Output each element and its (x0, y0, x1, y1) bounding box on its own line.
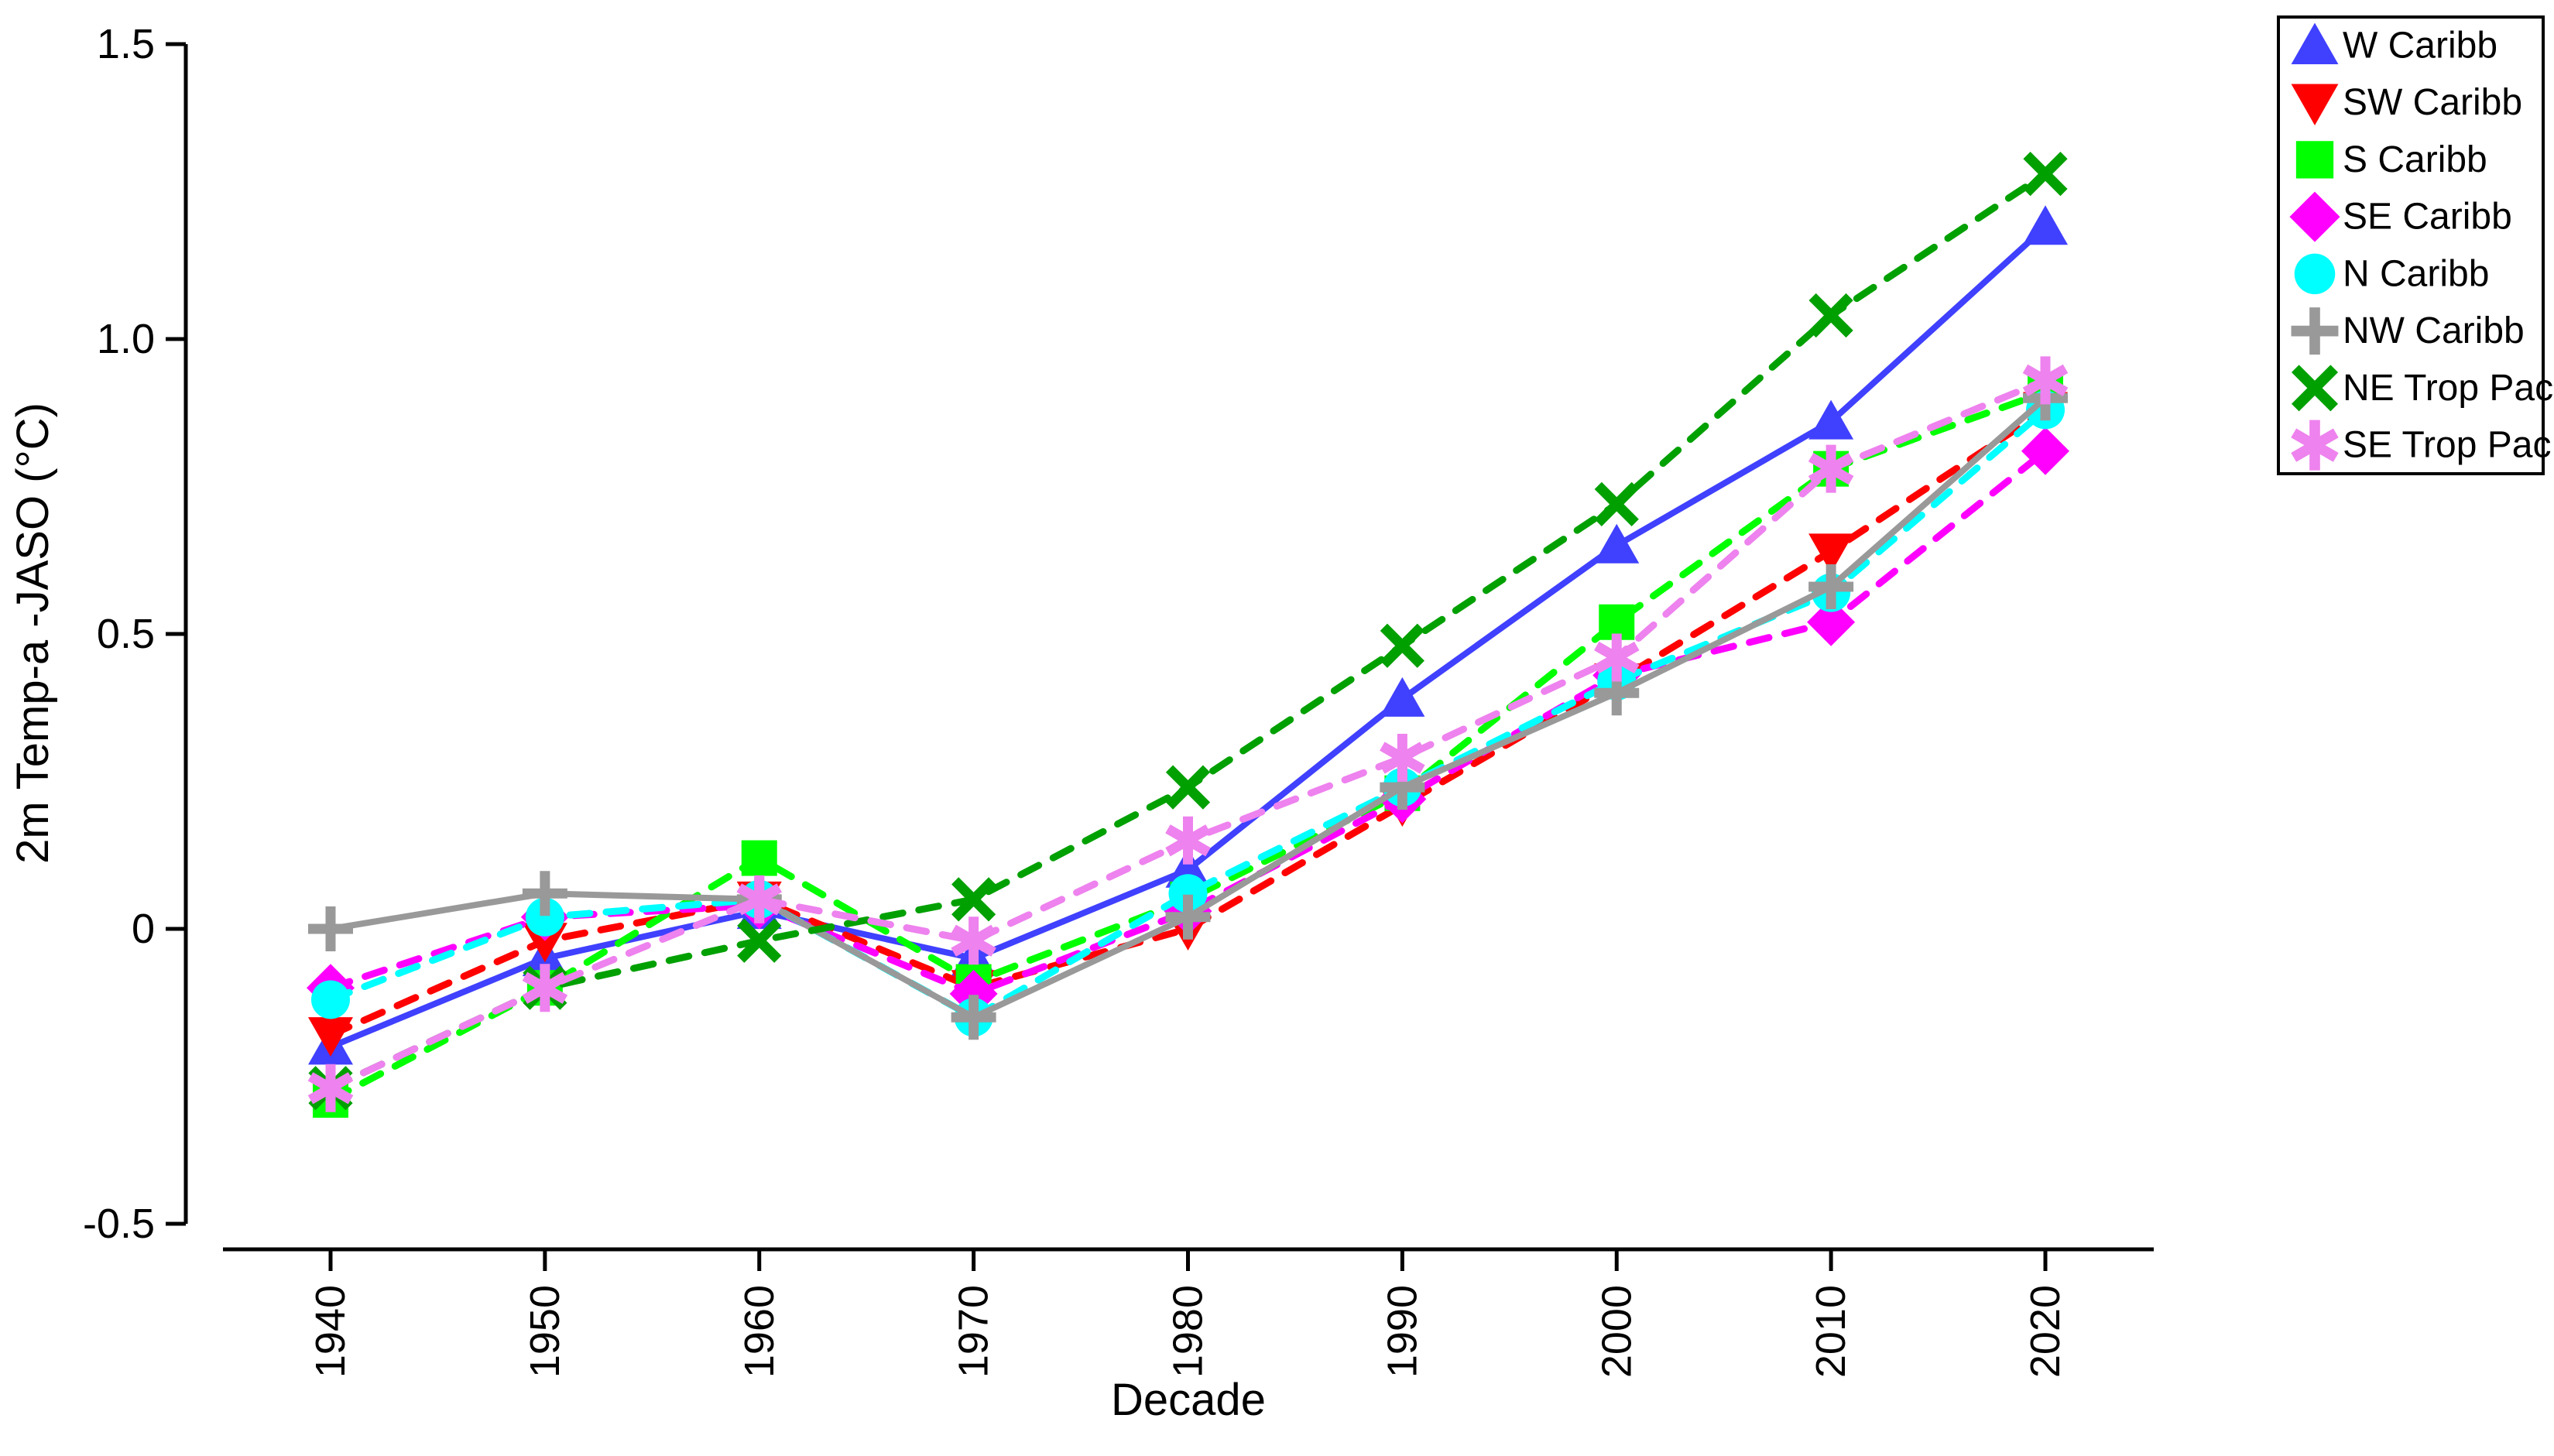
se-trop-pac-marker-asterisk (1165, 816, 1211, 865)
nw-caribb-marker-plus (308, 906, 353, 951)
s-caribb-marker-square (741, 840, 777, 876)
w-caribb-marker-triangle-up (1380, 677, 1425, 717)
x-tick-label: 1980 (1165, 1285, 1212, 1378)
se-trop-pac-marker-asterisk (2022, 356, 2069, 405)
legend-label: SE Caribb (2343, 197, 2512, 238)
legend-row-w-caribb: W Caribb (2291, 22, 2497, 66)
se-caribb-marker-diamond (1807, 598, 1856, 646)
series-layer (307, 152, 2069, 1118)
axes-layer: 1.5 1.0 0.5 0 -0.5 1940 1950 1960 1970 1980 1990 20… (83, 21, 2154, 1378)
legend-label: SE Trop Pac (2343, 425, 2551, 466)
se-trop-pac-marker-asterisk (1808, 444, 1854, 493)
legend-marker-square (2295, 141, 2334, 179)
x-tick-label: 1960 (736, 1285, 783, 1378)
legend-layer: W Caribb SW Caribb S Caribb SE Caribb N Cari… (2277, 15, 2553, 475)
ne-trop-pac-marker-x (2023, 152, 2068, 197)
w-caribb-marker-triangle-up (2023, 205, 2068, 245)
y-tick-label: 1.0 (97, 316, 155, 362)
legend-label: S Caribb (2343, 139, 2487, 180)
y-tick-label: 0 (132, 906, 155, 952)
legend-marker-triangle-up (2291, 22, 2339, 65)
legend-marker-diamond (2289, 191, 2340, 242)
y-tick-label: -0.5 (83, 1201, 155, 1247)
se-trop-pac-marker-asterisk (951, 916, 996, 965)
y-tick-label: 1.5 (97, 21, 155, 67)
se-caribb-marker-diamond (2021, 427, 2069, 475)
w-caribb-marker-triangle-up (1594, 523, 1640, 564)
series-se-trop-pac (307, 356, 2069, 1112)
series-line-s-caribb (327, 389, 2049, 1104)
legend-row-se-caribb: SE Caribb (2289, 191, 2512, 242)
legend-marker-x (2291, 365, 2339, 412)
ne-trop-pac-marker-x (951, 877, 996, 922)
legend-label: NW Caribb (2343, 310, 2525, 351)
series-s-caribb (313, 374, 2063, 1118)
legend-row-nw-caribb: NW Caribb (2291, 307, 2525, 355)
sw-caribb-marker-triangle-down (1808, 533, 1854, 574)
se-trop-pac-marker-asterisk (1380, 734, 1425, 783)
se-trop-pac-marker-asterisk (736, 875, 782, 923)
ne-trop-pac-marker-x (1165, 765, 1211, 810)
legend-row-sw-caribb: SW Caribb (2291, 82, 2522, 126)
se-trop-pac-marker-asterisk (522, 964, 568, 1012)
legend-label: N Caribb (2343, 253, 2489, 294)
legend-row-se-trop-pac: SE Trop Pac (2291, 420, 2551, 471)
x-axis-title: Decade (1111, 1375, 1266, 1425)
x-tick-label: 1940 (307, 1285, 354, 1378)
legend-label: NE Trop Pac (2343, 368, 2553, 409)
ne-trop-pac-marker-x (1380, 623, 1424, 668)
x-tick-label: 2010 (1808, 1285, 1854, 1378)
ne-trop-pac-marker-x (737, 918, 782, 963)
x-tick-label: 1950 (522, 1285, 568, 1378)
n-caribb-marker-circle (1168, 874, 1208, 913)
legend-row-ne-trop-pac: NE Trop Pac (2291, 365, 2553, 412)
n-caribb-marker-circle (311, 980, 350, 1019)
se-trop-pac-marker-asterisk (307, 1064, 354, 1112)
legend-label: SW Caribb (2343, 82, 2522, 123)
legend-marker-circle (2294, 253, 2336, 295)
sw-caribb-marker-triangle-down (308, 1017, 353, 1057)
x-tick-label: 2020 (2022, 1285, 2069, 1378)
legend-row-s-caribb: S Caribb (2295, 139, 2487, 180)
x-tick-label: 2000 (1593, 1285, 1640, 1378)
series-line-se-trop-pac (327, 376, 2049, 1092)
y-axis-title: 2m Temp-a -JASO (°C) (8, 403, 58, 864)
legend-label: W Caribb (2343, 25, 2497, 66)
legend-row-n-caribb: N Caribb (2294, 253, 2489, 295)
se-trop-pac-marker-asterisk (1594, 633, 1640, 682)
nw-caribb-marker-plus (522, 871, 567, 916)
n-caribb-marker-circle (525, 897, 564, 937)
x-tick-label: 1990 (1379, 1285, 1425, 1378)
legend-marker-triangle-down (2291, 84, 2339, 126)
nw-caribb-marker-plus (1165, 894, 1211, 940)
nw-caribb-marker-plus (1808, 564, 1854, 610)
legend-marker-asterisk (2291, 420, 2339, 471)
nw-caribb-marker-plus (951, 995, 996, 1040)
legend-marker-plus (2291, 307, 2339, 355)
ne-trop-pac-marker-x (1808, 293, 1853, 338)
ne-trop-pac-marker-x (1594, 481, 1639, 526)
w-caribb-marker-triangle-up (1808, 399, 1854, 440)
x-tick-label: 1970 (951, 1285, 997, 1378)
series-ne-trop-pac (308, 152, 2068, 1111)
y-tick-label: 0.5 (97, 611, 155, 657)
